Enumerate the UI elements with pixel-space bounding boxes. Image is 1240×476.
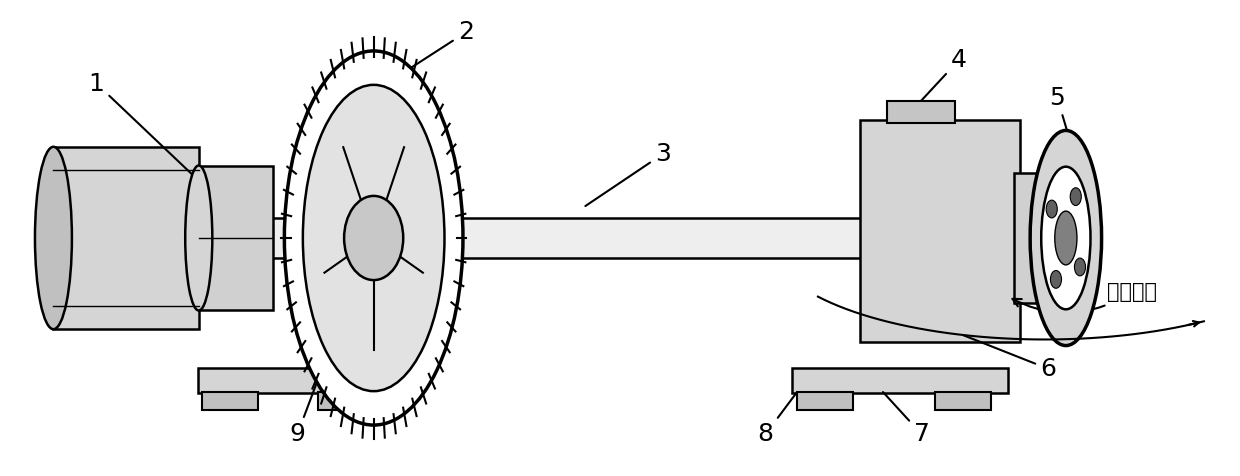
Text: 1: 1 — [88, 72, 193, 175]
Ellipse shape — [1055, 211, 1078, 265]
Bar — [792, 367, 1008, 393]
Text: 正向转动: 正向转动 — [1013, 282, 1157, 313]
Ellipse shape — [284, 51, 463, 425]
Text: 3: 3 — [585, 142, 671, 206]
Bar — [797, 392, 853, 410]
Bar — [935, 392, 991, 410]
Ellipse shape — [1030, 130, 1101, 346]
Ellipse shape — [1074, 258, 1085, 276]
Text: 6: 6 — [962, 335, 1056, 381]
Text: 7: 7 — [883, 392, 930, 446]
Ellipse shape — [35, 147, 72, 329]
Ellipse shape — [303, 85, 444, 391]
Text: 2: 2 — [407, 20, 474, 70]
Bar — [888, 101, 955, 123]
Text: 5: 5 — [1049, 86, 1084, 186]
Bar — [197, 367, 388, 393]
Ellipse shape — [345, 196, 403, 280]
Bar — [250, 218, 1008, 258]
Bar — [53, 147, 198, 329]
Text: 8: 8 — [758, 392, 797, 446]
Ellipse shape — [1047, 200, 1058, 218]
Ellipse shape — [1050, 270, 1061, 288]
Ellipse shape — [185, 166, 212, 310]
Text: 9: 9 — [289, 372, 321, 446]
Bar — [198, 166, 273, 310]
Bar — [1014, 172, 1066, 304]
Bar — [861, 119, 1021, 342]
Text: 4: 4 — [915, 48, 967, 108]
Bar — [202, 392, 258, 410]
Bar — [319, 392, 373, 410]
Ellipse shape — [1042, 167, 1090, 309]
Ellipse shape — [1070, 188, 1081, 206]
